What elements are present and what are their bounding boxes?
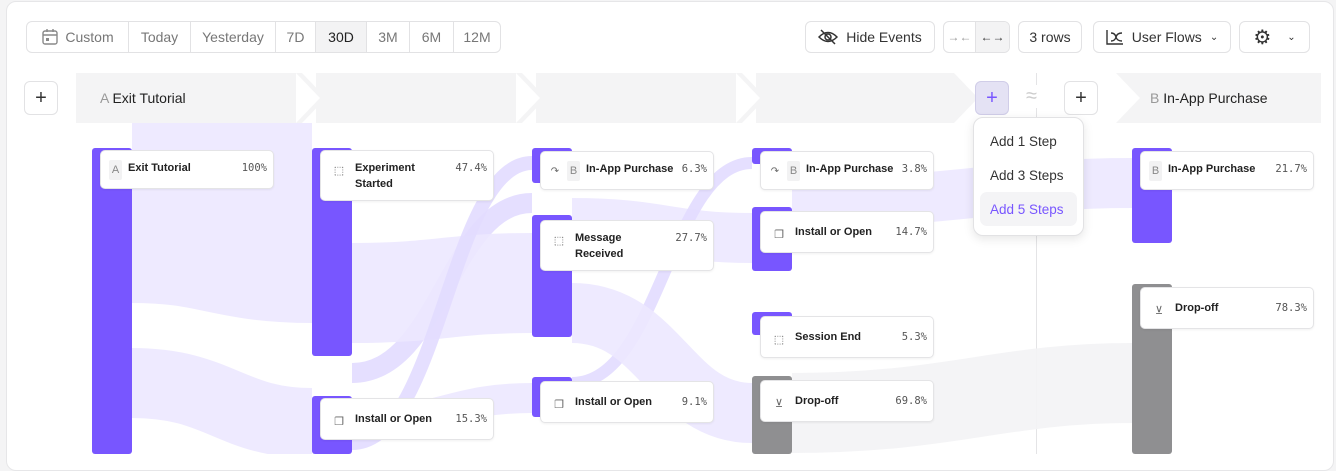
node-name: In-App Purchase xyxy=(1168,163,1256,175)
node-card[interactable]: A Exit Tutorial 100% xyxy=(100,150,274,189)
node-percent: 21.7% xyxy=(1275,163,1307,175)
menu-item-add-3-steps[interactable]: Add 3 Steps xyxy=(990,167,1064,183)
add-step-after-button[interactable]: + xyxy=(1064,81,1098,115)
copy-icon: ❐ xyxy=(334,415,344,428)
node-name: Drop-off xyxy=(1175,302,1219,314)
add-steps-button[interactable]: + xyxy=(975,81,1009,115)
flow-link xyxy=(571,157,753,389)
node-card[interactable]: ⬚ Message Received 27.7% xyxy=(540,220,714,271)
calendar-icon xyxy=(42,29,59,45)
redirect-arrow-icon: ↷ xyxy=(550,165,560,177)
node-name: In-App Purchase xyxy=(806,163,894,175)
step-letter-badge: A xyxy=(109,160,122,180)
date-range-3m[interactable]: 3M xyxy=(367,22,410,52)
hide-events-label: Hide Events xyxy=(846,29,922,45)
node-percent: 3.8% xyxy=(901,163,927,175)
date-range-30d[interactable]: 30D xyxy=(316,22,367,52)
step-b-event: In-App Purchase xyxy=(1163,90,1268,106)
approx-gap-icon: ≈ xyxy=(1026,85,1037,108)
redirect-arrow-icon: ↷ xyxy=(770,165,780,177)
node-percent: 9.1% xyxy=(681,396,707,408)
step-header-a: A Exit Tutorial xyxy=(76,73,302,123)
node-card[interactable]: ↷ B In-App Purchase 6.3% xyxy=(540,151,714,190)
step-letter-badge: B xyxy=(787,161,800,181)
menu-item-add-1-step[interactable]: Add 1 Step xyxy=(990,133,1057,149)
hide-events-button[interactable]: Hide Events xyxy=(805,21,935,53)
node-name: Exit Tutorial xyxy=(128,162,191,174)
flow-link xyxy=(131,348,313,454)
date-range-today[interactable]: Today xyxy=(129,22,191,52)
flow-link xyxy=(570,283,754,443)
collapse-icon[interactable]: →← xyxy=(944,22,977,52)
node-name: Install or Open xyxy=(575,396,653,408)
step-letter-badge: B xyxy=(567,161,580,181)
cursor-click-icon: ⬚ xyxy=(553,234,565,247)
rows-button[interactable]: 3 rows xyxy=(1018,21,1082,53)
step-a-event: Exit Tutorial xyxy=(112,90,186,106)
node-percent: 14.7% xyxy=(895,226,927,238)
step-b-letter: B xyxy=(1150,90,1160,106)
step-header-b: B In-App Purchase xyxy=(1116,73,1321,123)
step-header-4 xyxy=(756,73,954,123)
node-percent: 5.3% xyxy=(901,331,927,343)
chevron-down-icon: ⌄ xyxy=(1287,31,1296,43)
gap-divider xyxy=(1036,73,1037,454)
settings-button[interactable]: ⚙ ⌄ xyxy=(1239,21,1310,53)
add-steps-menu: Add 1 Step Add 3 Steps Add 5 Steps xyxy=(973,117,1084,236)
expand-collapse-toggle: →← ←→ xyxy=(943,21,1010,53)
node-name: Install or Open xyxy=(355,413,433,425)
node-name: Experiment Started xyxy=(355,162,415,190)
flows-chart-icon xyxy=(1106,30,1123,45)
chevron-down-icon: ⌄ xyxy=(1209,31,1219,43)
node-percent: 47.4% xyxy=(455,162,487,174)
date-range-12m[interactable]: 12M xyxy=(463,29,491,45)
node-card[interactable]: ↷ B In-App Purchase 3.8% xyxy=(760,151,934,190)
copy-icon: ❐ xyxy=(554,398,564,411)
node-name: In-App Purchase xyxy=(586,163,674,175)
node-percent: 69.8% xyxy=(895,395,927,407)
node-card[interactable]: ❐ Install or Open 9.1% xyxy=(540,381,714,423)
node-card[interactable]: ⬚ Experiment Started 47.4% xyxy=(320,150,494,201)
step-letter-badge: B xyxy=(1149,161,1162,181)
date-range-custom[interactable]: Custom xyxy=(27,22,129,52)
node-percent: 100% xyxy=(241,162,267,174)
cursor-click-icon: ⬚ xyxy=(773,333,785,346)
view-label: User Flows xyxy=(1131,29,1202,45)
step-a-letter: A xyxy=(100,90,109,106)
gear-icon: ⚙ xyxy=(1253,26,1272,49)
copy-icon: ❐ xyxy=(774,228,784,241)
drop-off-icon: ⊻ xyxy=(1154,304,1164,317)
node-percent: 27.7% xyxy=(675,232,707,244)
menu-item-add-5-steps[interactable]: Add 5 Steps xyxy=(980,192,1077,226)
node-card[interactable]: ⊻ Drop-off 78.3% xyxy=(1140,287,1314,329)
node-name: Install or Open xyxy=(795,226,873,238)
custom-label: Custom xyxy=(65,29,114,45)
node-card[interactable]: ❐ Install or Open 14.7% xyxy=(760,211,934,253)
date-range-selector: Custom Today Yesterday 7D 30D 3M 6M 12M xyxy=(26,21,501,53)
eye-off-icon xyxy=(818,29,839,45)
flow-link xyxy=(130,123,314,323)
node-name: Message Received xyxy=(575,232,624,260)
chevron-divider xyxy=(954,73,978,123)
date-range-6m[interactable]: 6M xyxy=(410,22,454,52)
view-selector[interactable]: User Flows ⌄ xyxy=(1093,21,1231,53)
node-card[interactable]: ⊻ Drop-off 69.8% xyxy=(760,380,934,422)
drop-off-icon: ⊻ xyxy=(774,397,784,410)
node-card[interactable]: B In-App Purchase 21.7% xyxy=(1140,151,1314,190)
node-card[interactable]: ⬚ Session End 5.3% xyxy=(760,316,934,358)
add-step-before-button[interactable]: + xyxy=(24,81,58,115)
node-name: Session End xyxy=(795,331,862,343)
node-bar xyxy=(92,148,132,454)
node-card[interactable]: ❐ Install or Open 15.3% xyxy=(320,398,494,440)
step-header-3 xyxy=(536,73,742,123)
date-range-yesterday[interactable]: Yesterday xyxy=(191,22,276,52)
node-percent: 15.3% xyxy=(455,413,487,425)
cursor-click-icon: ⬚ xyxy=(333,164,345,177)
node-name: Drop-off xyxy=(795,395,839,407)
node-percent: 6.3% xyxy=(681,163,707,175)
node-percent: 78.3% xyxy=(1275,302,1307,314)
step-header-2 xyxy=(316,73,522,123)
date-range-7d[interactable]: 7D xyxy=(276,22,316,52)
expand-icon[interactable]: ←→ xyxy=(976,22,1009,52)
